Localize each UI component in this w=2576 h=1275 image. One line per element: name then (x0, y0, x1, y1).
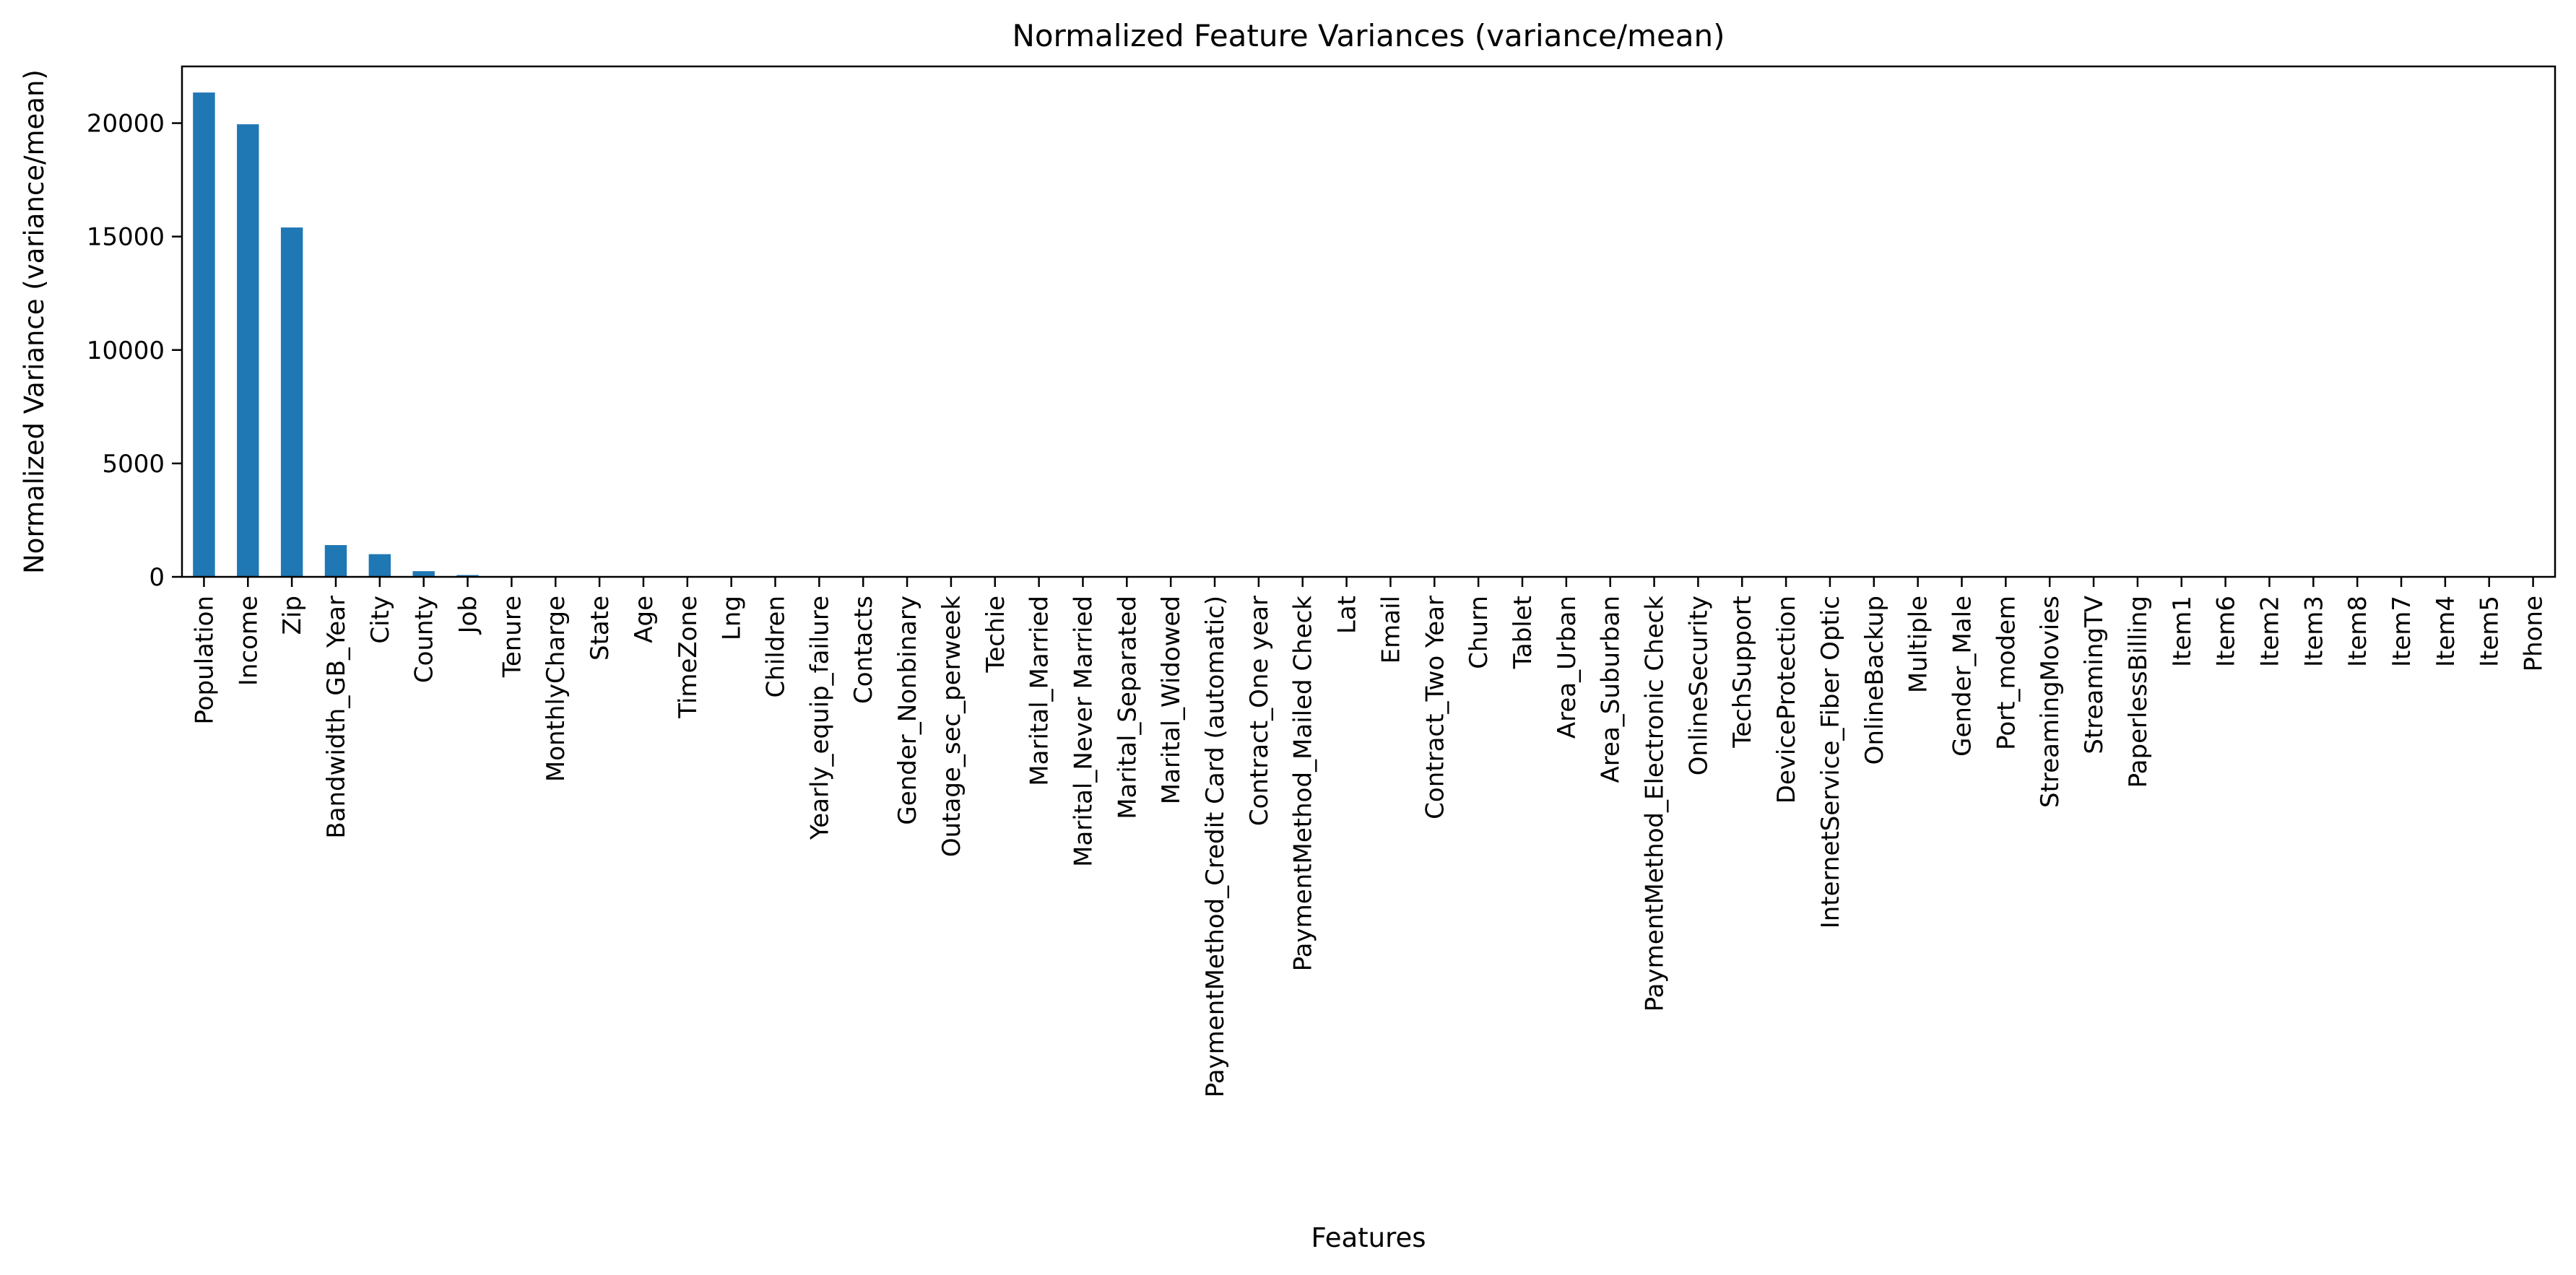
x-tick-label: StreamingTV (2080, 596, 2109, 754)
x-tick-label: MonthlyCharge (542, 596, 571, 782)
y-tick-label: 5000 (102, 450, 165, 479)
x-tick-label: InternetService_Fiber Optic (1816, 596, 1845, 928)
x-tick-label: State (586, 596, 615, 661)
x-tick-label: Lat (1333, 596, 1362, 634)
x-tick-label: Age (630, 596, 659, 643)
x-tick-label: Yearly_equip_failure (805, 596, 834, 840)
x-tick-label: Gender_Nonbinary (893, 596, 922, 825)
x-tick-label: Item5 (2476, 596, 2505, 667)
x-tick-label: PaperlessBilling (2124, 596, 2153, 788)
bar-population (193, 92, 215, 577)
x-tick-label: Item4 (2432, 596, 2460, 667)
x-tick-label: Outage_sec_perweek (937, 596, 966, 857)
x-tick-label: Marital_Never Married (1069, 596, 1098, 867)
x-tick-label: Tablet (1509, 596, 1538, 669)
x-tick-label: PaymentMethod_Mailed Check (1289, 596, 1318, 972)
bar-job (456, 575, 479, 577)
x-tick-label: Job (454, 596, 483, 635)
x-tick-label: Phone (2520, 596, 2549, 671)
y-axis-label: Normalized Variance (variance/mean) (19, 69, 50, 574)
x-tick-label: TechSupport (1728, 596, 1757, 749)
x-tick-label: Email (1376, 596, 1405, 663)
y-tick-label: 0 (149, 563, 165, 592)
bar-city (368, 554, 391, 577)
y-tick-label: 15000 (87, 223, 165, 252)
x-axis-label: Features (1311, 1222, 1426, 1253)
x-axis: Population Income Zip Bandwidth_GB_Year City… (190, 577, 2549, 1097)
y-axis: 0 5000 10000 15000 20000 (87, 110, 182, 592)
x-tick-label: StreamingMovies (2036, 596, 2065, 808)
x-tick-label: Marital_Married (1025, 596, 1054, 786)
x-tick-label: Area_Urban (1553, 596, 1582, 739)
x-tick-label: Item8 (2343, 596, 2372, 667)
x-tick-label: TimeZone (674, 596, 703, 719)
bar-zip (280, 227, 303, 577)
x-tick-label: Marital_Separated (1113, 596, 1142, 819)
x-tick-label: Item6 (2212, 596, 2241, 667)
x-tick-label: PaymentMethod_Credit Card (automatic) (1201, 596, 1230, 1097)
x-tick-label: Churn (1465, 596, 1493, 669)
x-tick-label: Lng (718, 596, 747, 640)
x-tick-label: Bandwidth_GB_Year (322, 596, 351, 839)
x-tick-label: Contract_One year (1245, 596, 1274, 826)
bar-bandwidth-gb-year (324, 545, 347, 577)
x-tick-label: DeviceProtection (1772, 596, 1801, 804)
bars-group (193, 92, 2500, 577)
x-tick-label: Item2 (2255, 596, 2284, 667)
x-tick-label: Children (762, 596, 791, 697)
y-tick-label: 20000 (87, 110, 165, 139)
x-tick-label: Multiple (1904, 596, 1933, 693)
x-tick-label: Contract_Two Year (1421, 596, 1449, 819)
x-tick-label: Item7 (2388, 596, 2416, 667)
bar-income (237, 124, 259, 577)
x-tick-label: PaymentMethod_Electronic Check (1641, 596, 1670, 1012)
x-tick-label: County (410, 596, 439, 683)
x-tick-label: Contacts (849, 596, 878, 704)
x-tick-label: Item1 (2168, 596, 2197, 667)
x-tick-label: Population (190, 596, 219, 725)
x-tick-label: Income (234, 596, 263, 686)
plot-frame (181, 65, 2557, 578)
x-tick-label: Marital_Widowed (1157, 596, 1186, 804)
x-tick-label: OnlineSecurity (1684, 596, 1713, 775)
y-tick-label: 10000 (87, 336, 165, 365)
x-tick-label: Item3 (2299, 596, 2328, 667)
chart-title: Normalized Feature Variances (variance/m… (1012, 18, 1725, 53)
x-tick-label: OnlineBackup (1860, 596, 1889, 765)
x-tick-label: City (366, 596, 395, 644)
x-tick-label: Techie (981, 596, 1010, 674)
x-tick-label: Gender_Male (1948, 596, 1977, 757)
x-tick-label: Area_Suburban (1597, 596, 1626, 783)
x-tick-label: Port_modem (1992, 596, 2021, 750)
x-tick-label: Zip (278, 596, 307, 635)
bar-county (412, 571, 435, 577)
x-tick-label: Tenure (498, 596, 526, 678)
